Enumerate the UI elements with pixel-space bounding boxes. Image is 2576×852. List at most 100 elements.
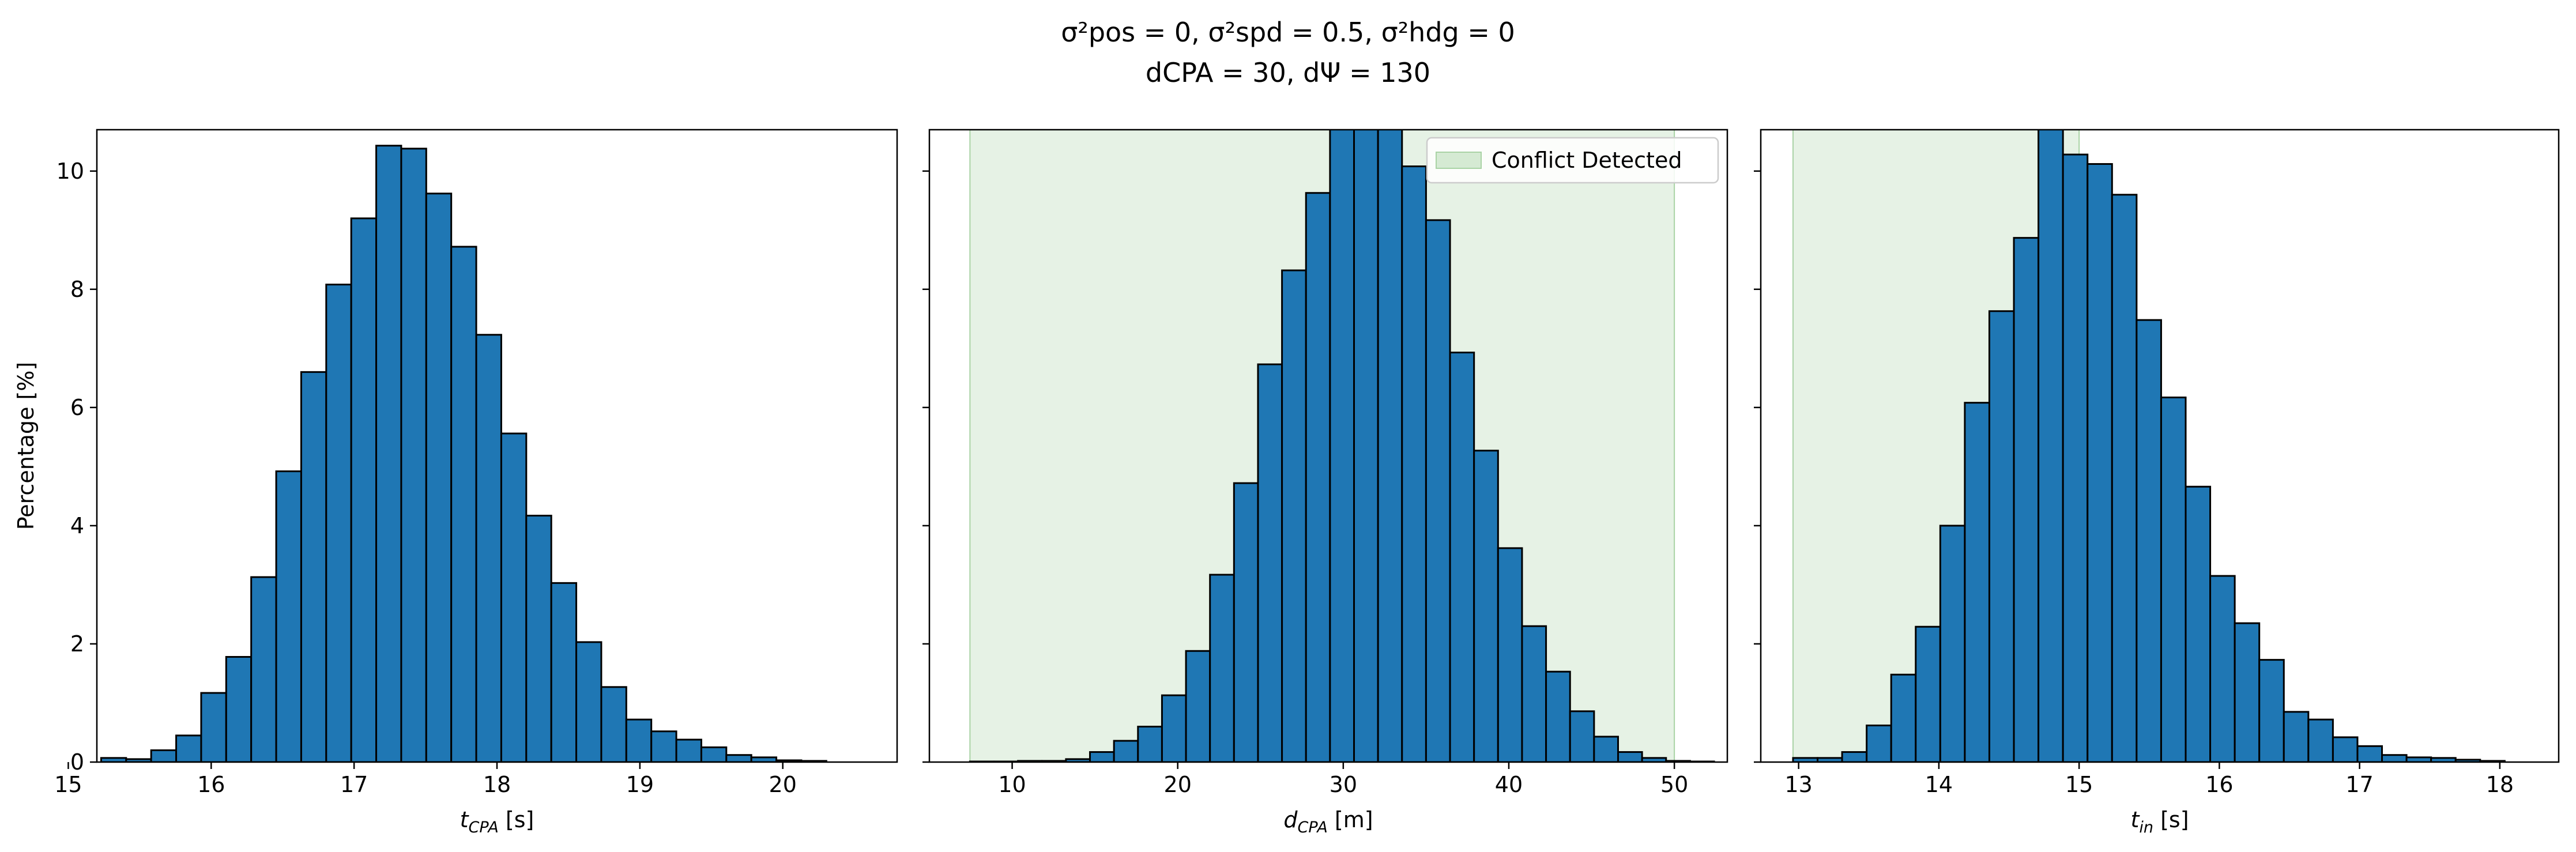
- y-tick-label: 0: [70, 749, 84, 775]
- y-tick-label: 6: [70, 395, 84, 420]
- plot-area: [1792, 130, 2506, 762]
- axes-frame: [1760, 129, 2560, 763]
- histogram-bar: [1593, 736, 1619, 762]
- histogram-bar: [200, 692, 227, 762]
- histogram-bar: [1353, 130, 1379, 762]
- histogram-bar: [450, 246, 477, 762]
- histogram-bar: [625, 718, 653, 762]
- subplots: 15 16 17 18 19 20 0 2 4 6 8 10 tCPA [s] Percentage [%…: [13, 129, 2560, 836]
- x-axis-label: tCPA [s]: [460, 807, 534, 836]
- axes-frame: [928, 129, 1728, 763]
- histogram-bar: [300, 371, 327, 762]
- legend-box: [1426, 137, 1719, 184]
- histogram-bar: [375, 145, 402, 762]
- histogram-bar: [1866, 724, 1892, 762]
- histogram-bar: [2258, 659, 2285, 762]
- x-tick-label: 14: [1925, 772, 1953, 797]
- histogram-bar: [675, 738, 702, 762]
- y-tick-label: 8: [70, 277, 84, 302]
- histogram-bar: [250, 576, 277, 762]
- histogram-bar: [400, 148, 427, 762]
- x-tick-label: 30: [1330, 772, 1357, 797]
- x-axis-label: dCPA [m]: [1283, 807, 1373, 836]
- histogram-bar: [2185, 485, 2212, 762]
- histogram-bar: [1137, 725, 1163, 762]
- histogram-bar: [2062, 153, 2089, 762]
- histogram-bar: [1209, 574, 1235, 762]
- histogram-bar: [225, 656, 253, 762]
- y-tick-label: 4: [70, 513, 84, 538]
- histogram-bar: [1915, 625, 1941, 762]
- histogram-bar: [1305, 192, 1331, 762]
- x-tick-label: 40: [1495, 772, 1523, 797]
- histogram-bar: [1401, 165, 1427, 762]
- legend-label: Conflict Detected: [1492, 148, 1682, 173]
- histogram-bar: [1521, 625, 1547, 762]
- histogram-bar: [1890, 673, 1917, 762]
- histogram-bar: [700, 746, 728, 762]
- histogram-bar: [1569, 710, 1595, 762]
- histogram-bar: [2356, 745, 2383, 762]
- histogram-bar: [1617, 751, 1643, 762]
- x-tick-label: 16: [2205, 772, 2233, 797]
- histogram-bar: [1964, 402, 1990, 762]
- histogram-bar: [475, 334, 502, 762]
- figure-title-line-2: dCPA = 30, dΨ = 130: [1146, 57, 1430, 88]
- histogram-bar: [2234, 622, 2261, 762]
- plot-area: [969, 130, 1715, 762]
- y-axis-label: Percentage [%]: [13, 362, 39, 530]
- histogram-bar: [2381, 754, 2408, 762]
- x-tick-label: 16: [197, 772, 225, 797]
- x-axis-label: tin [s]: [2130, 807, 2189, 836]
- histogram-bar: [1161, 694, 1187, 762]
- histogram-bar: [2013, 237, 2040, 762]
- histogram-bar: [1257, 363, 1283, 762]
- histogram-bar: [575, 641, 602, 762]
- histogram-bar: [1281, 269, 1307, 762]
- histogram-bar: [2136, 319, 2162, 762]
- subplot-1: 15 16 17 18 19 20 0 2 4 6 8 10 tCPA [s] Percentage [%…: [13, 129, 898, 836]
- histogram-bar: [325, 284, 352, 762]
- x-tick-label: 18: [2486, 772, 2514, 797]
- plot-area: [100, 145, 827, 762]
- histogram-bar: [2283, 711, 2310, 762]
- x-tick-label: 50: [1660, 772, 1688, 797]
- histogram-bar: [2209, 575, 2236, 762]
- histogram-bar: [2111, 194, 2138, 762]
- histogram-bar: [175, 734, 202, 762]
- x-tick-label: 15: [54, 772, 82, 797]
- histogram-bar: [1425, 219, 1451, 762]
- x-tick-label: 13: [1784, 772, 1812, 797]
- histogram-bar: [525, 514, 552, 762]
- histogram-bar: [2160, 396, 2187, 762]
- histogram-bar: [1988, 310, 2015, 762]
- legend-swatch: [1436, 152, 1482, 169]
- histogram-bar: [1233, 482, 1259, 762]
- x-tick-label: 20: [1164, 772, 1192, 797]
- histogram-bar: [2332, 736, 2359, 762]
- x-tick-label: 18: [483, 772, 511, 797]
- histogram-bar: [150, 749, 178, 762]
- subplot-2: 10 20 30 40 50 dCPA [m] Conflict Detected: [922, 129, 1728, 836]
- histogram-bar: [1939, 525, 1966, 762]
- histogram-bar: [350, 217, 378, 762]
- subplot-3: 13 14 15 16 17 18 tin [s]: [1754, 129, 2560, 836]
- y-tick-label: 2: [70, 631, 84, 657]
- x-tick-label: 10: [998, 772, 1026, 797]
- histogram-bar: [2087, 163, 2113, 762]
- histogram-bar: [650, 730, 677, 762]
- histogram-bar: [1841, 751, 1868, 762]
- histogram-bar: [2307, 718, 2334, 762]
- histogram-bar: [725, 754, 752, 762]
- histogram-bar: [1329, 130, 1355, 762]
- histogram-bar: [1473, 450, 1499, 762]
- histogram-bar: [2038, 130, 2064, 762]
- x-tick-label: 17: [340, 772, 368, 797]
- histogram-bar: [1449, 352, 1475, 762]
- figure-title-line-1: σ²pos = 0, σ²spd = 0.5, σ²hdg = 0: [1061, 17, 1515, 48]
- histogram-bar: [425, 193, 453, 762]
- histogram-bar: [550, 582, 578, 762]
- x-tick-label: 20: [769, 772, 797, 797]
- histogram-bar: [1089, 751, 1115, 762]
